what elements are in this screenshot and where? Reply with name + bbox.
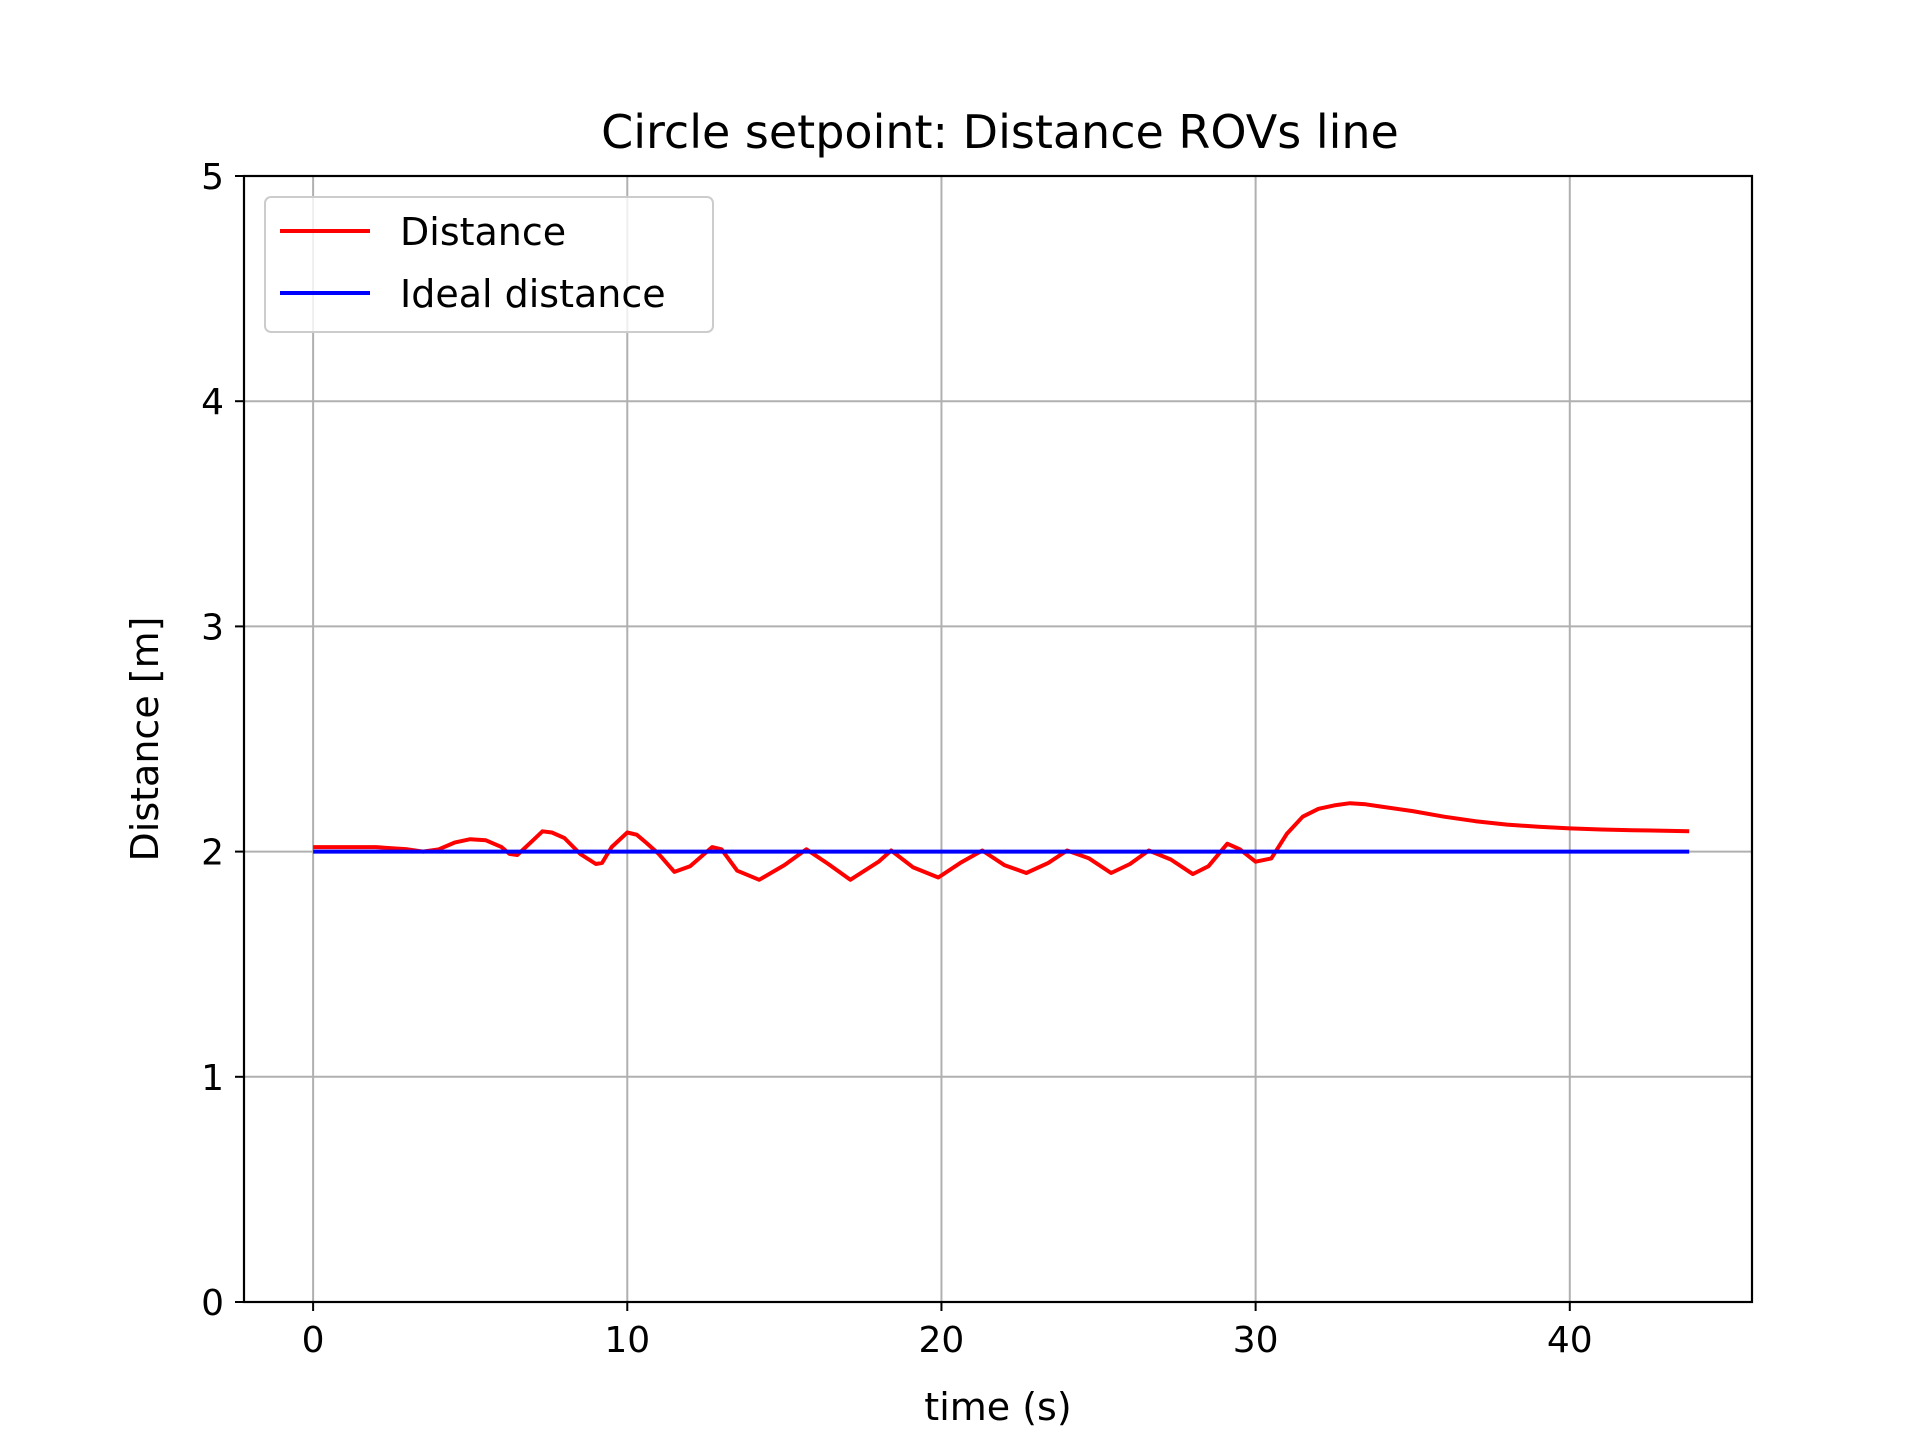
x-tick-label: 30 — [1233, 1320, 1279, 1361]
y-tick-label: 1 — [201, 1058, 224, 1099]
legend-label-distance: Distance — [400, 210, 566, 254]
x-tick-label: 40 — [1547, 1320, 1593, 1361]
axis-ticks: 0 10 20 30 40 0 1 2 3 4 5 — [201, 157, 1593, 1361]
y-tick-label: 2 — [201, 833, 224, 874]
x-tick-label: 0 — [302, 1320, 325, 1361]
chart-title: Circle setpoint: Distance ROVs line — [601, 105, 1399, 159]
y-tick-label: 0 — [201, 1283, 224, 1324]
y-tick-label: 4 — [201, 382, 224, 423]
y-tick-label: 5 — [201, 157, 224, 198]
x-tick-label: 20 — [919, 1320, 965, 1361]
legend-label-ideal-distance: Ideal distance — [400, 272, 666, 316]
x-axis-label: time (s) — [924, 1385, 1071, 1429]
x-tick-label: 10 — [604, 1320, 650, 1361]
y-axis-label: Distance [m] — [123, 617, 167, 862]
y-tick-label: 3 — [201, 607, 224, 648]
legend-frame — [264, 196, 714, 333]
plot-series — [313, 801, 1690, 882]
plot-area-frame — [242, 174, 1754, 1304]
legend: Distance Ideal distance — [264, 196, 714, 333]
